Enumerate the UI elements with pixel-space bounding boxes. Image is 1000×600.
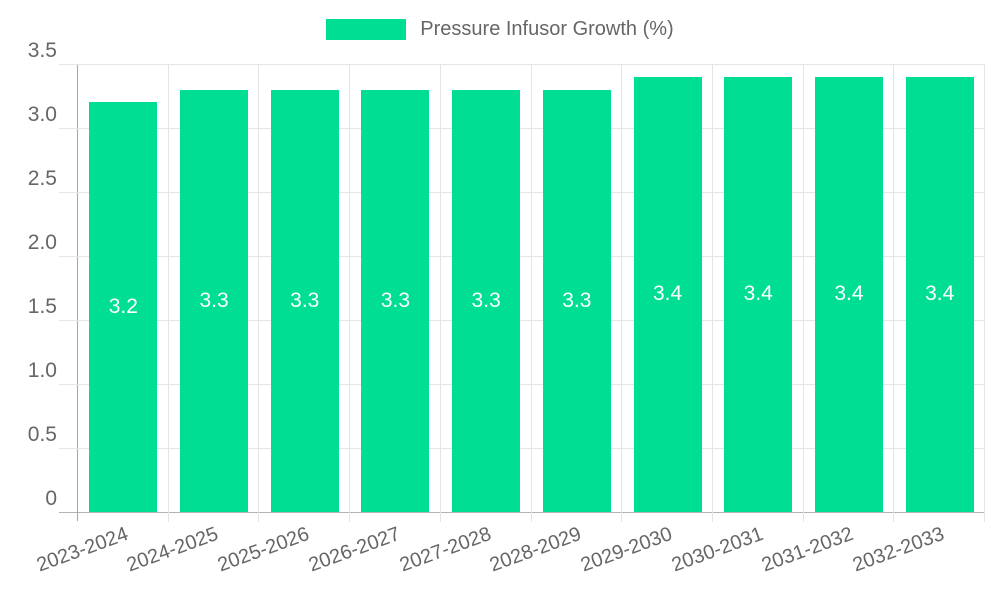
x-tick-label: 2030-2031 (668, 523, 766, 577)
bar-slot: 3.3 (169, 64, 260, 512)
bar-2023-2024[interactable]: 3.2 (89, 102, 158, 512)
bar-value-label: 3.4 (834, 282, 864, 306)
bar-2031-2032[interactable]: 3.4 (814, 76, 883, 512)
bar-value-label: 3.4 (743, 282, 773, 306)
gridline-vertical (167, 64, 169, 522)
plot-area: 0 0.5 1.0 1.5 2.0 2.5 3.0 3.5 3.2 3.3 3.3 3.3 3.3 3.… (28, 39, 985, 576)
y-tick-label: 2.5 (27, 167, 57, 190)
legend-swatch-icon (326, 19, 407, 40)
y-tick-label: 0 (45, 487, 57, 510)
gridline-vertical (621, 64, 623, 522)
bar-slot: 3.3 (350, 64, 441, 512)
gridline-horizontal (78, 192, 985, 193)
x-tick-label: 2024-2025 (124, 523, 222, 577)
bar-slot: 3.4 (894, 64, 985, 512)
x-axis-tick-labels: 2023-2024 2024-2025 2025-2026 2026-2027 2027… (33, 512, 985, 599)
bar-2030-2031[interactable]: 3.4 (724, 76, 793, 512)
bar-value-label: 3.4 (652, 282, 683, 306)
x-tick-label: 2025-2026 (214, 523, 313, 577)
bar-2029-2030[interactable]: 3.4 (633, 76, 702, 512)
bar-value-label: 3.2 (108, 295, 138, 319)
y-tick-label: 3.5 (27, 39, 57, 62)
bar-slot: 3.3 (441, 64, 532, 512)
bar-2028-2029[interactable]: 3.3 (542, 89, 611, 512)
bar-2025-2026[interactable]: 3.3 (270, 89, 339, 512)
y-tick-mark (59, 64, 78, 65)
bar-slot: 3.2 (78, 64, 169, 512)
bar-2027-2028[interactable]: 3.3 (452, 89, 521, 512)
y-tick-label: 0.5 (27, 423, 57, 447)
x-tick-label: 2026-2027 (305, 523, 403, 577)
x-tick-label: 2031-2032 (759, 523, 857, 577)
bar-slot: 3.3 (259, 64, 350, 512)
origin-y-tick (59, 512, 78, 513)
gridline-vertical (530, 64, 532, 522)
y-tick-mark (59, 128, 78, 129)
bar-slot: 3.4 (622, 64, 713, 512)
origin-x-tick (77, 512, 78, 521)
bar-slot: 3.4 (804, 64, 895, 512)
x-tick-label: 2028-2029 (486, 523, 585, 577)
bar-value-label: 3.3 (290, 288, 320, 312)
gridline-vertical (439, 64, 441, 522)
y-tick-mark (59, 448, 78, 450)
bar-2024-2025[interactable]: 3.3 (180, 89, 249, 512)
y-tick-label: 1.5 (27, 295, 57, 318)
legend-label: Pressure Infusor Growth (%) (420, 18, 674, 40)
x-tick-label: 2023-2024 (33, 523, 131, 577)
bar-2026-2027[interactable]: 3.3 (361, 89, 430, 512)
gridline-vertical (984, 64, 985, 522)
chart-legend[interactable]: Pressure Infusor Growth (%) (0, 18, 1000, 41)
gridline-vertical (802, 64, 804, 522)
bar-value-label: 3.3 (199, 288, 229, 312)
gridline-vertical (711, 64, 713, 522)
gridline-vertical (349, 64, 351, 522)
y-tick-label: 1.0 (27, 359, 57, 383)
bar-slot: 3.3 (532, 64, 623, 512)
bar-value-label: 3.3 (471, 288, 501, 312)
y-tick-mark (59, 320, 78, 321)
y-tick-mark (59, 192, 78, 193)
gridline-horizontal (78, 448, 985, 450)
gridline-horizontal (78, 256, 985, 258)
bar-value-label: 3.4 (925, 282, 955, 306)
gridline-vertical (893, 64, 895, 522)
gridline-horizontal (78, 128, 985, 129)
gridline-horizontal (78, 384, 985, 386)
gridline-horizontal (78, 320, 985, 321)
x-tick-label: 2029-2030 (577, 523, 676, 577)
y-tick-mark (59, 384, 78, 386)
y-tick-mark (59, 256, 78, 258)
x-tick-label: 2027-2028 (396, 523, 494, 577)
bar-2032-2033[interactable]: 3.4 (905, 76, 974, 512)
gridline-vertical (258, 64, 260, 522)
gridline-horizontal (78, 64, 985, 65)
bar-value-label: 3.3 (562, 288, 592, 312)
bar-series: 3.2 3.3 3.3 3.3 3.3 3.3 3.4 3.4 3.4 3.4 (78, 64, 985, 512)
y-tick-label: 3.0 (27, 103, 57, 126)
y-tick-label: 2.0 (27, 231, 57, 255)
x-tick-label: 2032-2033 (849, 523, 948, 577)
bar-slot: 3.4 (713, 64, 804, 512)
bar-value-label: 3.3 (380, 288, 411, 312)
